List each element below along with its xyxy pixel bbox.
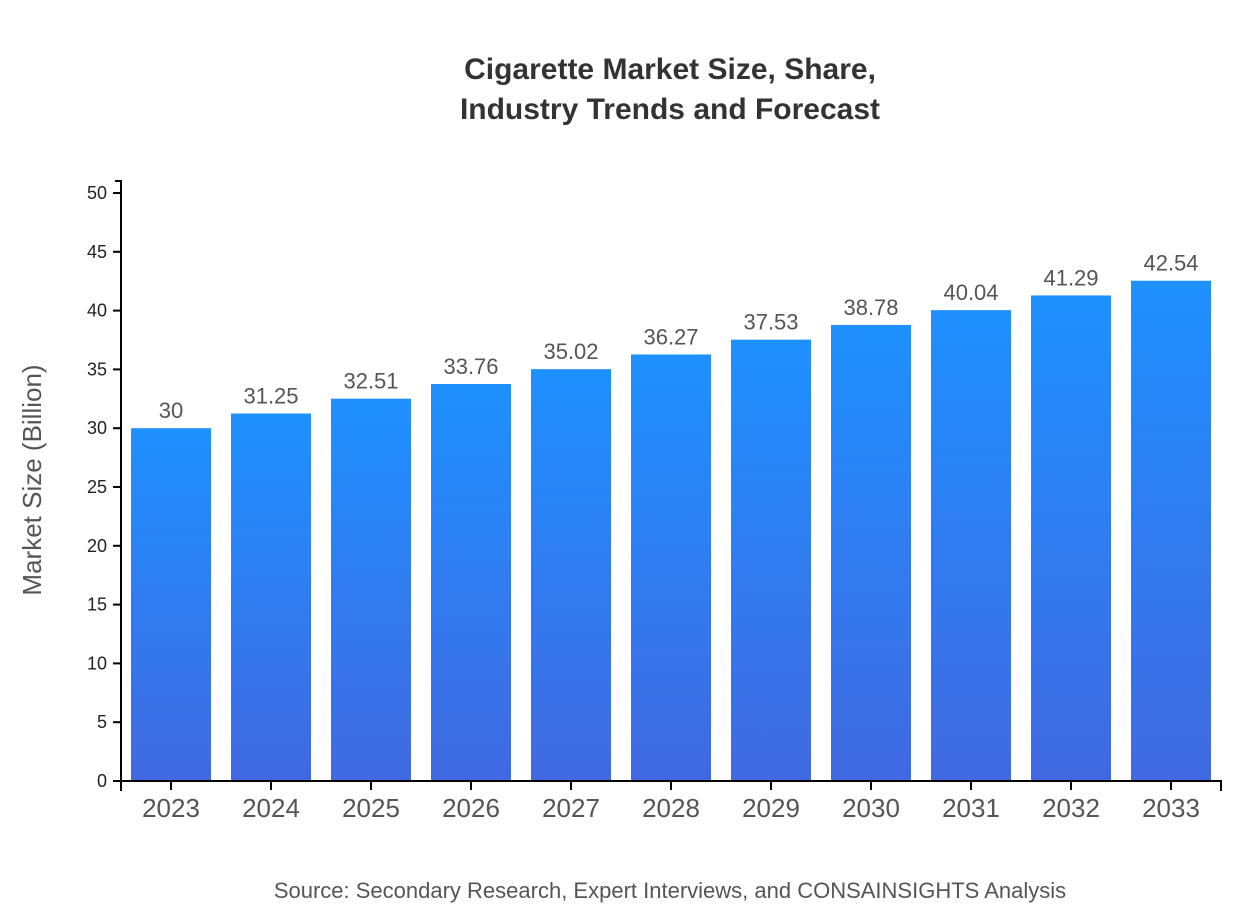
x-tick-label-2023: 2023 [142,793,200,823]
y-tick-label-50: 50 [87,183,107,203]
chart-title-line-1: Cigarette Market Size, Share, [464,53,876,86]
x-tick-label-2025: 2025 [342,793,400,823]
bar-2028 [631,354,711,781]
data-label-2033: 42.54 [1143,251,1198,276]
data-label-2023: 30 [159,398,183,423]
y-tick-label-25: 25 [87,477,107,497]
y-tick-label-30: 30 [87,418,107,438]
y-tick-label-45: 45 [87,242,107,262]
chart-title: Cigarette Market Size, Share, Industry T… [0,50,1260,130]
x-axis-line [120,780,1222,791]
bar-2026 [431,383,511,781]
y-tick-label-0: 0 [97,771,107,791]
bar-2027 [531,369,611,781]
x-tick-label-2029: 2029 [742,793,800,823]
bar-2023 [131,428,211,781]
x-tick-label-2031: 2031 [942,793,1000,823]
bar-2029 [731,339,811,781]
data-label-2029: 37.53 [743,310,798,335]
data-label-2027: 35.02 [543,339,598,364]
y-axis-label: Market Size (Billion) [17,364,47,595]
x-tick-label-2032: 2032 [1042,793,1100,823]
x-tick-label-2027: 2027 [542,793,600,823]
y-axis-line [115,180,122,781]
x-tick-label-2033: 2033 [1142,793,1200,823]
y-tick-label-10: 10 [87,653,107,673]
bar-2030 [831,324,911,781]
bar-2033 [1131,280,1211,781]
bar-2032 [1031,295,1111,781]
bar-2025 [331,398,411,781]
y-tick-label-15: 15 [87,595,107,615]
source-note: Source: Secondary Research, Expert Inter… [273,878,1067,903]
bar-2031 [931,310,1011,781]
x-tick-label-2028: 2028 [642,793,700,823]
x-tick-label-2024: 2024 [242,793,300,823]
bar-2024 [231,413,311,781]
data-label-2031: 40.04 [943,280,998,305]
data-label-2030: 38.78 [843,295,898,320]
chart-title-line-2: Industry Trends and Forecast [459,93,881,126]
x-tick-label-2026: 2026 [442,793,500,823]
y-tick-label-35: 35 [87,359,107,379]
data-label-2028: 36.27 [643,324,698,349]
data-label-2025: 32.51 [343,369,398,394]
data-label-2026: 33.76 [443,354,498,379]
data-label-2032: 41.29 [1043,265,1098,290]
data-label-2024: 31.25 [243,384,298,409]
y-tick-label-5: 5 [97,712,107,732]
x-tick-label-2030: 2030 [842,793,900,823]
y-tick-label-40: 40 [87,301,107,321]
y-tick-label-20: 20 [87,536,107,556]
